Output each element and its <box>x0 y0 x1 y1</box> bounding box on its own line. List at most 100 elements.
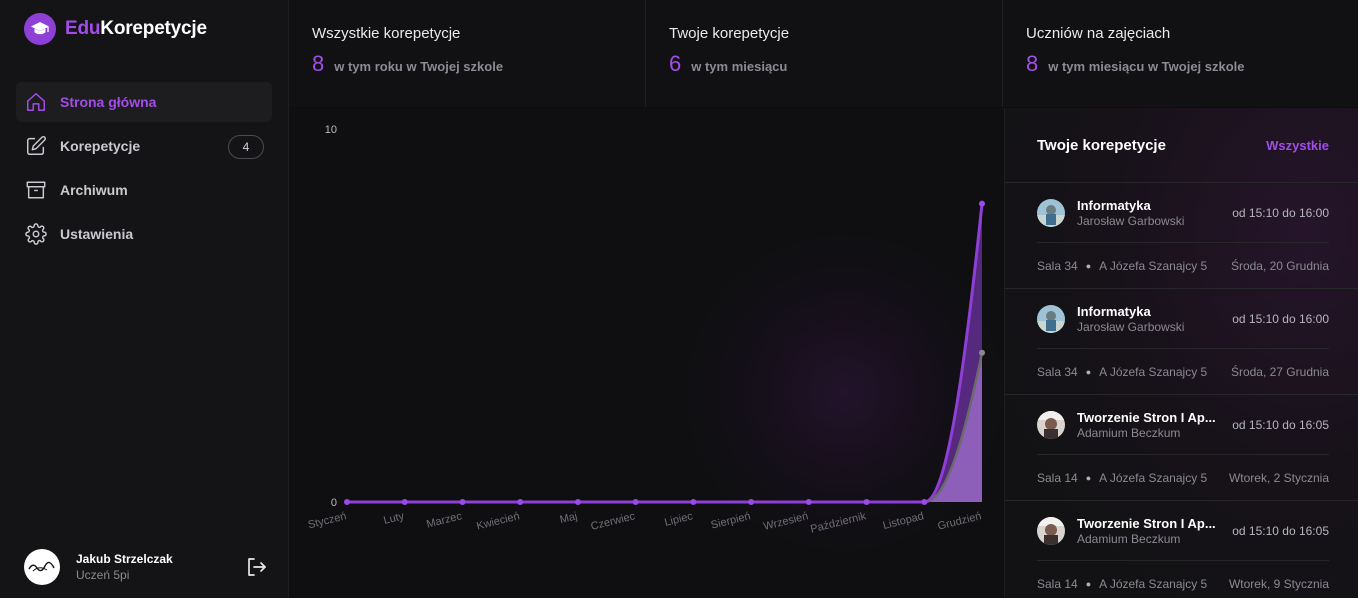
separator-dot: ● <box>1085 366 1092 377</box>
series-line <box>347 352 984 504</box>
lesson-teacher: Jarosław Garbowski <box>1077 213 1185 228</box>
stat-title: Wszystkie korepetycje <box>312 25 461 42</box>
avatar <box>1037 198 1065 227</box>
lesson-time: od 15:10 do 16:05 <box>1232 523 1329 538</box>
lesson-address: A Józefa Szanajcy 5 <box>1099 258 1208 273</box>
lesson-date: Środa, 27 Grudnia <box>1230 364 1329 379</box>
x-tick-label: Kwiecień <box>475 510 521 532</box>
sidebar-item-korepetycje[interactable]: Korepetycje 4 <box>16 126 272 166</box>
monthly-chart: 0 10 Styczeń Luty Marzec Kwiecień Maj Czerwiec L… <box>289 108 1004 598</box>
series-area <box>347 352 982 502</box>
app-logo[interactable]: EduKorepetycje <box>24 13 207 45</box>
sidebar-item-label: Korepetycje <box>60 138 141 154</box>
lesson-item[interactable]: Tworzenie Stron I Ap... Adamium Beczkum od… <box>1005 395 1358 501</box>
separator-dot: ● <box>1085 578 1092 589</box>
data-point <box>401 499 408 505</box>
lesson-time: od 15:10 do 16:00 <box>1232 205 1329 220</box>
sidebar-item-label: Archiwum <box>60 182 128 198</box>
lesson-item[interactable]: Informatyka Jarosław Garbowski od 15:10 do… <box>1005 183 1358 289</box>
lesson-address: A Józefa Szanajcy 5 <box>1099 364 1208 379</box>
lesson-item[interactable]: Tworzenie Stron I Ap... Adamium Beczkum od… <box>1005 501 1358 598</box>
count-badge: 4 <box>228 135 264 159</box>
panel-title: Twoje korepetycje <box>1037 136 1166 154</box>
lesson-item[interactable]: Informatyka Jarosław Garbowski od 15:10 do… <box>1005 289 1358 395</box>
lesson-teacher: Adamium Beczkum <box>1077 425 1181 440</box>
lesson-subject: Informatyka <box>1077 197 1151 213</box>
data-point <box>921 499 928 505</box>
x-tick-label: Wrzesień <box>762 510 809 533</box>
sidebar-item-archiwum[interactable]: Archiwum <box>16 170 272 210</box>
user-role: Uczeń 5pi <box>76 568 130 582</box>
lesson-room: Sala 14 <box>1037 470 1078 485</box>
data-point <box>863 499 870 505</box>
stat-title: Twoje korepetycje <box>669 25 790 42</box>
lesson-teacher: Jarosław Garbowski <box>1077 319 1185 334</box>
gear-icon <box>25 223 47 245</box>
data-point <box>517 499 524 505</box>
x-tick-label: Marzec <box>425 510 463 530</box>
lesson-address: A Józefa Szanajcy 5 <box>1099 576 1208 591</box>
graduation-cap-icon <box>24 13 56 45</box>
x-tick-label: Lipiec <box>663 510 694 529</box>
panel-header: Twoje korepetycje Wszystkie <box>1005 108 1358 183</box>
app-name: EduKorepetycje <box>65 18 207 39</box>
stat-value: 8 <box>312 51 325 76</box>
sidebar-item-ustawienia[interactable]: Ustawienia <box>16 214 272 254</box>
stat-caption: w tym miesiącu <box>691 59 788 74</box>
lesson-address: A Józefa Szanajcy 5 <box>1099 470 1208 485</box>
sidebar: EduKorepetycje Strona główna Korepetycje… <box>0 0 289 598</box>
data-point <box>979 200 985 207</box>
data-point <box>459 499 466 505</box>
avatar <box>1037 410 1065 439</box>
stat-value: 6 <box>669 51 682 76</box>
x-tick-label: Sierpień <box>710 510 752 531</box>
x-tick-label: Czerwiec <box>590 510 637 533</box>
data-point <box>632 499 639 505</box>
data-point <box>748 499 755 505</box>
lesson-teacher: Adamium Beczkum <box>1077 531 1181 546</box>
series-area <box>347 203 982 502</box>
data-point <box>979 349 985 356</box>
x-tick-label: Listopad <box>882 510 925 532</box>
data-point <box>805 499 812 505</box>
stat-title: Uczniów na zajęciach <box>1026 25 1171 42</box>
sidebar-nav: Strona główna Korepetycje 4 Archiwum <box>16 82 272 258</box>
lesson-time: od 15:10 do 16:00 <box>1232 311 1329 326</box>
user-card: Jakub Strzelczak Uczeń 5pi <box>24 549 268 585</box>
stat-caption: w tym miesiącu w Twojej szkole <box>1048 59 1245 74</box>
chart-svg: 0 10 Styczeń Luty Marzec Kwiecień Maj Czerwiec L… <box>307 124 985 536</box>
x-tick-label: Styczeń <box>307 510 348 531</box>
logout-icon[interactable] <box>244 555 268 579</box>
avatar <box>24 549 60 585</box>
data-point <box>344 499 350 505</box>
lesson-time: od 15:10 do 16:05 <box>1232 417 1329 432</box>
archive-icon <box>25 179 47 201</box>
stat-card: Twoje korepetycje 6 w tym miesiącu <box>646 0 1003 107</box>
y-tick-label: 10 <box>325 124 337 136</box>
separator-dot: ● <box>1085 472 1092 483</box>
avatar <box>1037 516 1065 545</box>
lesson-date: Wtorek, 2 Stycznia <box>1228 470 1329 485</box>
separator-dot: ● <box>1085 260 1092 271</box>
stat-value: 8 <box>1026 51 1039 76</box>
lesson-room: Sala 14 <box>1037 576 1078 591</box>
x-tick-label: Luty <box>382 510 406 527</box>
lesson-list: Informatyka Jarosław Garbowski od 15:10 do… <box>1005 183 1358 598</box>
lesson-room: Sala 34 <box>1037 364 1078 379</box>
lesson-subject: Tworzenie Stron I Ap... <box>1077 515 1216 531</box>
x-tick-label: Grudzień <box>937 510 983 532</box>
sidebar-item-home[interactable]: Strona główna <box>16 82 272 122</box>
lessons-panel: Twoje korepetycje Wszystkie Informatyka J… <box>1004 108 1358 598</box>
series-line <box>347 203 984 504</box>
lesson-date: Środa, 20 Grudnia <box>1230 258 1329 273</box>
pencil-icon <box>25 135 47 157</box>
lesson-subject: Informatyka <box>1077 303 1151 319</box>
lesson-subject: Tworzenie Stron I Ap... <box>1077 409 1216 425</box>
show-all-link[interactable]: Wszystkie <box>1266 137 1329 153</box>
stat-card: Uczniów na zajęciach 8 w tym miesiącu w … <box>1003 0 1358 107</box>
avatar <box>1037 304 1065 333</box>
stat-caption: w tym roku w Twojej szkole <box>334 59 504 74</box>
home-icon <box>25 91 47 113</box>
stats-bar: Wszystkie korepetycje 8 w tym roku w Two… <box>289 0 1358 107</box>
sidebar-item-label: Strona główna <box>60 94 157 110</box>
